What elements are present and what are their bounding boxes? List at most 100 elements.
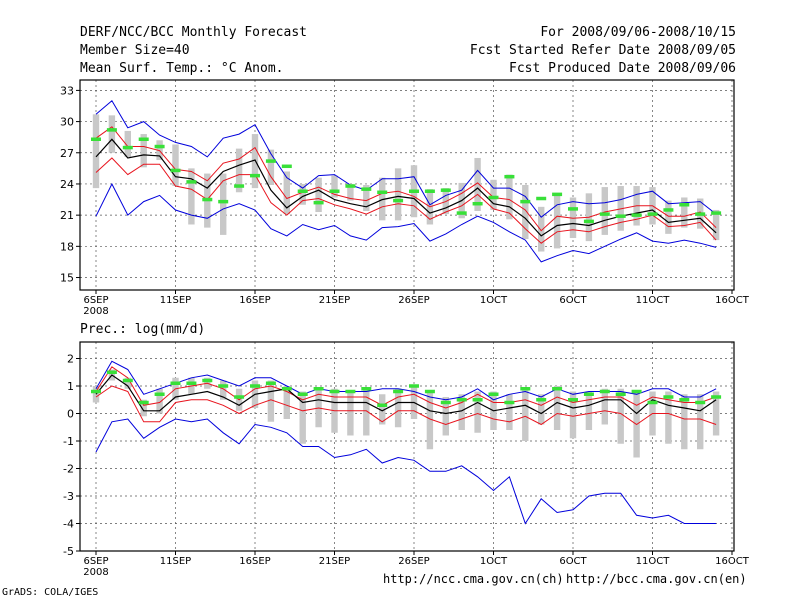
ensemble-box <box>601 388 608 425</box>
ensemble-box <box>267 149 275 185</box>
ensemble-box <box>92 114 100 189</box>
ensemble-box <box>347 391 354 436</box>
y-tick-label: 15 <box>60 272 74 285</box>
x-year-label: 2008 <box>83 567 108 578</box>
bcc-url[interactable]: http://bcc.cma.gov.cn(en) <box>566 572 747 586</box>
x-tick-label: 26SEP <box>398 556 429 567</box>
ensemble-box <box>140 134 147 168</box>
temp-panel-title: Mean Surf. Temp.: °C Anom. <box>80 61 284 76</box>
ensemble-box <box>299 183 306 205</box>
x-tick-label: 6SEP <box>83 295 108 306</box>
ensemble-box <box>283 386 290 419</box>
grads-credit: GrADS: COLA/IGES <box>2 587 99 598</box>
x-tick-label: 21SEP <box>319 295 350 306</box>
ensemble-box <box>363 185 370 211</box>
x-tick-label: 11SEP <box>160 556 191 567</box>
ensemble-box <box>394 168 402 221</box>
ensemble-box <box>379 394 386 425</box>
ensemble-box <box>474 391 481 433</box>
ensemble-box <box>681 394 688 450</box>
series-line-min <box>95 418 717 525</box>
ensemble-box <box>172 144 179 187</box>
ensemble-box <box>235 148 243 193</box>
y-tick-label: -4 <box>63 518 74 531</box>
precip-panel-title: Prec.: log(mm/d) <box>80 322 206 337</box>
x-tick-label: 1OCT <box>480 295 508 306</box>
ensemble-box <box>458 394 465 430</box>
y-tick-label: -1 <box>63 435 74 448</box>
y-tick-label: 2 <box>67 353 74 366</box>
ensemble-box <box>681 197 688 228</box>
ensemble-box <box>283 171 290 215</box>
series-line-upper <box>95 126 717 232</box>
ensemble-box <box>426 391 434 450</box>
forecast-produced-date: Fcst Produced Date 2008/09/06 <box>509 61 736 76</box>
ensemble-box <box>569 391 577 439</box>
y-tick-label: 27 <box>60 147 74 160</box>
ensemble-box <box>124 130 131 157</box>
ensemble-box <box>363 388 370 436</box>
ensemble-box <box>665 200 672 234</box>
x-tick-label: 1OCT <box>480 556 508 567</box>
x-tick-label: 6OCT <box>559 556 587 567</box>
ensemble-box <box>156 140 163 161</box>
x-tick-label: 26SEP <box>398 295 429 306</box>
ensemble-box <box>569 197 577 239</box>
temperature-chart: 15 18 21 24 27 30 33 6SEP 11SEP 16SEP 21SEP 26SEP 1O… <box>60 79 750 317</box>
x-tick-label: 11SEP <box>160 295 191 306</box>
ensemble-box <box>617 388 624 444</box>
ensemble-box <box>188 168 195 225</box>
series-line-mean <box>95 374 717 415</box>
series-line-mean <box>95 138 717 237</box>
ensemble-box <box>522 388 529 441</box>
plot-frame <box>79 79 735 291</box>
y-tick-label: 1 <box>67 380 74 393</box>
ensemble-box <box>442 397 449 436</box>
ncc-url[interactable]: http://ncc.cma.gov.cn(ch) <box>383 572 564 586</box>
y-tick-label: 18 <box>60 240 74 253</box>
x-tick-label: 11OCT <box>636 556 671 567</box>
series-line-lower <box>95 385 717 426</box>
series-line-min <box>95 182 717 263</box>
y-tick-label: 0 <box>67 408 74 421</box>
x-tick-label: 16SEP <box>239 556 270 567</box>
plot-frame <box>79 341 735 552</box>
forecast-period: For 2008/09/06-2008/10/15 <box>540 25 736 40</box>
series-line-max <box>95 100 717 218</box>
y-tick-label: -3 <box>63 490 74 503</box>
ensemble-box <box>140 399 147 417</box>
x-tick-label: 16SEP <box>239 295 270 306</box>
x-tick-label: 6OCT <box>559 295 587 306</box>
ensemble-box <box>347 183 354 201</box>
ensemble-box <box>299 391 306 444</box>
ensemble-box <box>538 394 545 425</box>
ensemble-box <box>522 185 529 240</box>
ensemble-box <box>267 380 275 422</box>
ensemble-box <box>124 377 131 389</box>
y-tick-label: 24 <box>60 178 74 191</box>
ensemble-box <box>156 388 163 414</box>
forecast-started-date: Fcst Started Refer Date 2008/09/05 <box>469 43 736 58</box>
y-tick-label: 33 <box>60 84 74 97</box>
y-tick-label: -2 <box>63 463 74 476</box>
y-tick-label: -5 <box>63 545 74 558</box>
ensemble-box <box>331 175 338 198</box>
x-tick-label: 16OCT <box>715 295 750 306</box>
series-line-lower <box>95 157 717 244</box>
ensemble-box <box>553 195 561 249</box>
ensemble-box <box>601 187 608 235</box>
ensemble-box <box>506 394 513 430</box>
chart-title: DERF/NCC/BCC Monthly Forecast <box>80 25 307 40</box>
x-tick-label: 21SEP <box>319 556 350 567</box>
ensemble-box <box>538 206 545 252</box>
ensemble-box <box>474 157 481 211</box>
ensemble-box <box>315 177 322 213</box>
ensemble-box <box>665 391 672 444</box>
x-year-label: 2008 <box>83 306 108 317</box>
ensemble-box <box>108 115 116 153</box>
y-tick-label: 30 <box>60 116 74 129</box>
x-tick-label: 11OCT <box>636 295 671 306</box>
x-tick-label: 16OCT <box>715 556 750 567</box>
ensemble-box <box>394 388 402 428</box>
